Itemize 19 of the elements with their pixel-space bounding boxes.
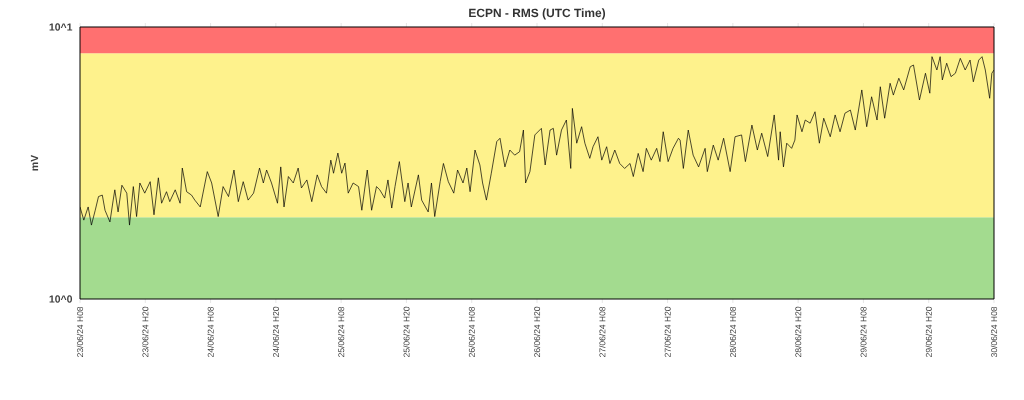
x-tick-label: 27/06/24 H08 bbox=[599, 306, 606, 357]
x-tick-label: 23/06/24 H20 bbox=[142, 306, 149, 357]
y-tick-label: 10^0 bbox=[49, 295, 73, 303]
x-tick-label: 28/06/24 H20 bbox=[795, 306, 802, 357]
x-tick-label: 29/06/24 H08 bbox=[860, 306, 867, 357]
x-tick-label: 23/06/24 H08 bbox=[76, 306, 84, 357]
x-tick-label: 26/06/24 H08 bbox=[468, 306, 475, 357]
x-tick-label: 25/06/24 H08 bbox=[338, 306, 345, 357]
chart-title: ECPN - RMS (UTC Time) bbox=[469, 8, 606, 20]
y-tick-label: 10^1 bbox=[49, 23, 73, 31]
x-tick-label: 24/06/24 H20 bbox=[272, 306, 279, 357]
x-tick-label: 24/06/24 H08 bbox=[207, 306, 214, 357]
x-tick-label: 30/06/24 H08 bbox=[990, 306, 998, 358]
x-tick-label: 25/06/24 H20 bbox=[403, 306, 410, 357]
x-tick-label: 27/06/24 H20 bbox=[664, 306, 671, 357]
x-tick-label: 26/06/24 H20 bbox=[533, 306, 541, 357]
y-axis-title: mV bbox=[30, 154, 39, 171]
x-tick-label: 28/06/24 H08 bbox=[729, 306, 736, 357]
x-tick-label: 29/06/24 H20 bbox=[925, 306, 932, 357]
